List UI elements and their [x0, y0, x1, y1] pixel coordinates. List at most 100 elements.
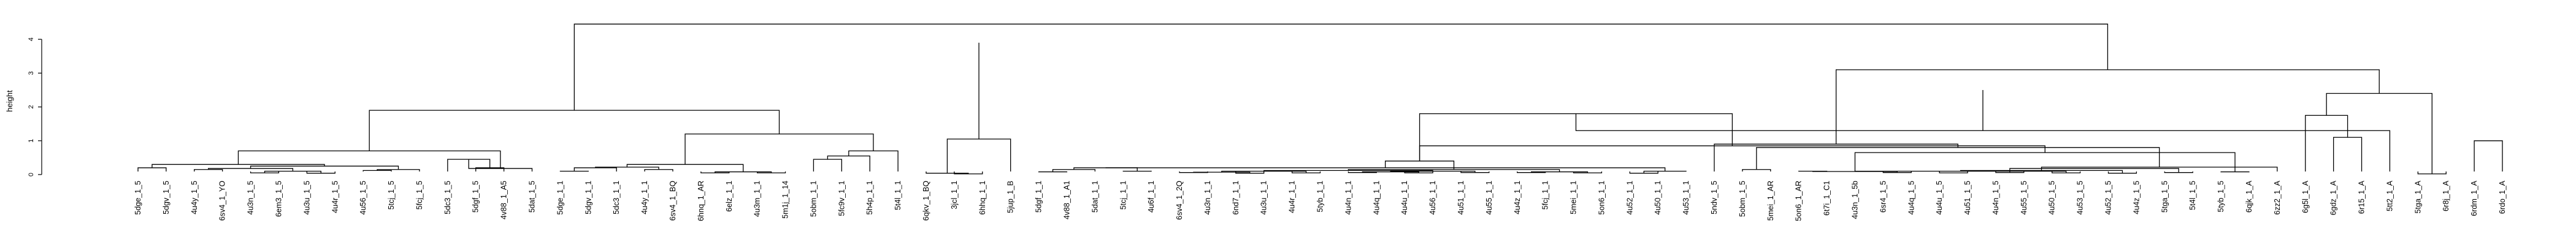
- leaf-label: 6r8j_1_A: [2442, 180, 2450, 211]
- leaf-label: 5ndv_1_5: [1710, 181, 1719, 214]
- leaf-label: 5t4l_1_5: [2188, 181, 2197, 210]
- leaf-label: 5fcj_1_5: [415, 181, 424, 209]
- dendrogram-link: [1105, 167, 1666, 172]
- leaf-label: 4u53_1_5: [2076, 181, 2085, 215]
- dendrogram-link: [684, 134, 874, 165]
- leaf-label: 4v88_1_A1: [1062, 181, 1071, 219]
- leaf-label: 4u3u_1_1: [1260, 181, 1268, 215]
- dendrogram-link: [848, 150, 899, 172]
- leaf-label: 4u51_1_1: [1457, 181, 1465, 215]
- dendrogram-link: [468, 159, 533, 172]
- dendrogram-link: [362, 170, 392, 172]
- leaf-label: 5obm_1_5: [1738, 181, 1747, 217]
- leaf-label: 4u52_1_5: [2104, 181, 2113, 215]
- dendrogram-link: [573, 23, 2109, 111]
- leaf-label: 6nd7_1_1: [1232, 181, 1240, 215]
- dendrogram-link: [2417, 172, 2447, 175]
- leaf-label: 3jcl_1_1: [950, 181, 959, 209]
- dendrogram-link: [250, 172, 280, 173]
- leaf-label: 4u3n_1_5: [247, 181, 255, 215]
- leaf-label: 5on6_1_AR: [1795, 181, 1803, 221]
- leaf-label: 4u52_1_1: [1625, 181, 1634, 215]
- dendrogram-link: [2474, 140, 2503, 172]
- dendrogram-link: [194, 169, 223, 172]
- leaf-label: 5dgv_1_5: [162, 181, 171, 214]
- leaf-label: 6sr4_1_5: [1879, 181, 1887, 213]
- leaf-label: 4u4u_1_5: [1935, 181, 1944, 215]
- leaf-label: 4u4z_1_1: [1513, 181, 1522, 214]
- dendrogram-link: [151, 164, 325, 168]
- leaf-label: 4u3u_1_5: [302, 181, 311, 215]
- leaf-label: 6qjk_1_A: [2245, 180, 2253, 213]
- leaf-label: 5dc3_1_1: [612, 181, 621, 214]
- dendrogram-link: [1347, 169, 1560, 172]
- leaf-label: 5dge_1_5: [134, 181, 142, 215]
- dendrogram-link: [2052, 172, 2081, 173]
- leaf-label: 5dgf_1_1: [1035, 181, 1043, 213]
- leaf-label: 4u4y_1_1: [640, 181, 649, 214]
- leaf-label: 5on6_1_1: [1597, 181, 1606, 215]
- leaf-label: 4u4n_1_1: [1344, 181, 1352, 215]
- dendrogram-link: [1995, 172, 2025, 173]
- leaf-label: 4u50_1_5: [2048, 181, 2057, 215]
- dendrogram-link: [2107, 172, 2137, 174]
- dendrogram-link: [1939, 172, 1968, 173]
- dendrogram-link: [1714, 143, 1958, 172]
- dendrogram-link: [1122, 170, 1152, 172]
- dendrogram-link: [137, 167, 167, 172]
- dendrogram-links: [137, 23, 2503, 175]
- dendrogram-link: [2164, 172, 2193, 173]
- dendrogram-link: [626, 164, 744, 172]
- dendrogram-link: [447, 159, 491, 172]
- leaf-label: 5tcj_1_5: [387, 181, 396, 209]
- leaf-label: 6sv4_1_YO: [218, 181, 227, 221]
- dendrogram-link: [644, 169, 673, 172]
- leaf-label: 6gdz_1_A: [2329, 180, 2338, 215]
- leaf-label: 5fc9v_1_1: [837, 181, 846, 216]
- dendrogram-link: [1291, 172, 1321, 173]
- leaf-label: 4u50_1_1: [1654, 181, 1662, 215]
- dendrogram-link: [1835, 69, 2380, 145]
- leaf-label: 6elz_1_1: [725, 181, 734, 212]
- dendrogram-link: [954, 172, 983, 175]
- leaf-label: 5tyb_1_5: [2217, 181, 2225, 212]
- dendrogram-link: [559, 170, 589, 172]
- leaf-label: 6g5l_1_A: [2301, 180, 2310, 213]
- leaf-label: 4u4n_1_5: [1991, 181, 2000, 215]
- dendrogram-link: [1629, 172, 1658, 174]
- leaf-label: 6hhq_1_1: [978, 181, 987, 215]
- leaf-label: 5dat_1_1: [1091, 181, 1099, 213]
- dendrogram-link: [926, 172, 969, 174]
- leaf-label: 4u4r_1_1: [1288, 181, 1297, 213]
- leaf-label: 5tcj_1_1: [1119, 181, 1127, 209]
- y-tick-label: 3: [28, 71, 35, 75]
- dendrogram-link: [1882, 172, 1912, 173]
- dendrogram-link: [1756, 147, 2160, 170]
- leaf-label: 5mei_1_AR: [1766, 181, 1775, 221]
- leaf-label: 4u4q_1_5: [1907, 181, 1915, 215]
- leaf-label: 5dgf_1_5: [472, 181, 480, 213]
- dendrogram-link: [2009, 168, 2179, 173]
- leaf-label: 6hnq_1_AR: [697, 181, 705, 221]
- leaf-label: 5tyb_1_1: [1316, 181, 1325, 212]
- leaf-label: 5dgv_1_1: [584, 181, 592, 214]
- leaf-label: 6sv4_1_BQ: [669, 181, 677, 221]
- dendrogram-link: [1384, 160, 1455, 170]
- leaf-label: 5dge_1_1: [556, 181, 564, 215]
- y-axis-label: height: [5, 90, 14, 112]
- leaf-label: 5fcj_1_1: [1541, 181, 1550, 209]
- leaf-label: 4u3n_1_5b: [1850, 181, 1859, 219]
- dendrogram-link: [208, 168, 294, 172]
- leaf-label: 4u56_1_5: [359, 181, 367, 215]
- y-axis: 0 1 2 3 4: [28, 37, 42, 176]
- leaf-label: 4u4u_1_1: [1400, 181, 1409, 215]
- leaf-label: 4u55_1_1: [1485, 181, 1493, 215]
- dendrogram-link: [1052, 169, 1096, 172]
- leaf-label: 5m1j_1_14: [781, 181, 790, 219]
- leaf-label: 5dc3_1_5: [443, 181, 452, 214]
- leaf-label: 4u4q_1_1: [1372, 181, 1381, 215]
- leaf-label: 5t4l_1_1: [894, 181, 902, 210]
- leaf-label: 6qkv_1_BQ: [922, 181, 930, 221]
- dendrogram-link: [1742, 169, 1771, 172]
